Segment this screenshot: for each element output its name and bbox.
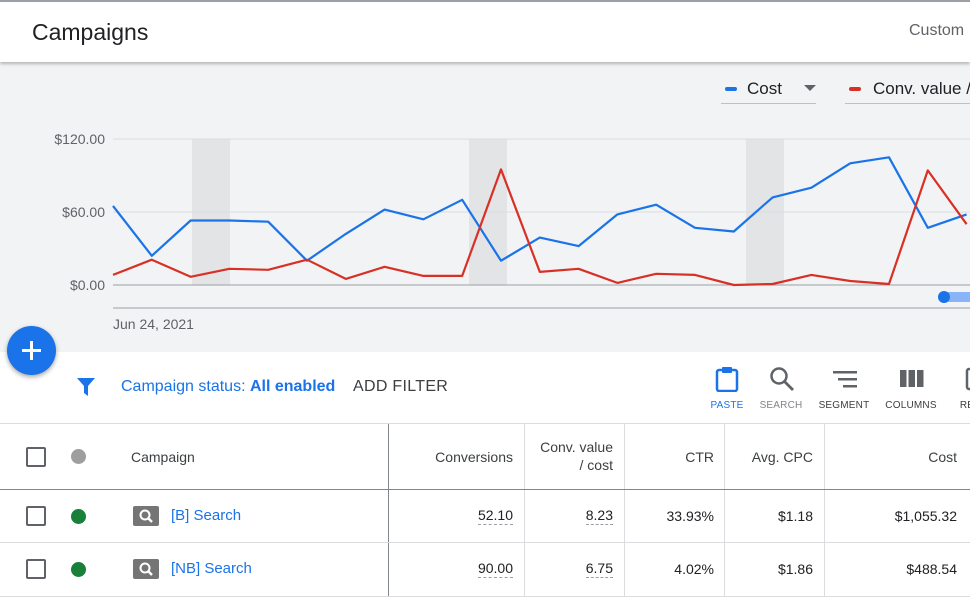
header-conv-value-cost-line1: Conv. value — [540, 439, 613, 455]
create-button[interactable] — [7, 326, 56, 375]
search-icon — [770, 367, 794, 391]
column-divider — [824, 490, 825, 542]
column-divider — [824, 424, 825, 489]
table-row: [B] Search 52.10 8.23 33.93% $1.18 $1,05… — [0, 490, 970, 543]
segment-label: SEGMENT — [818, 400, 870, 411]
header-avg-cpc[interactable]: Avg. CPC — [751, 449, 813, 465]
cell-conv-value-cost-value: 6.75 — [585, 560, 613, 578]
segment-button[interactable]: SEGMENT — [809, 366, 879, 416]
performance-chart-panel: $120.00 $60.00 $0.00 Jun 24, 2021 Cost Conv… — [0, 62, 970, 352]
header-conv-value-cost-line2: / cost — [579, 457, 613, 473]
header-cost[interactable]: Cost — [928, 449, 957, 465]
status-header-dot[interactable] — [71, 449, 86, 464]
metric-color-swatch — [725, 87, 737, 91]
y-tick-label: $120.00 — [54, 131, 105, 147]
column-divider — [388, 424, 389, 489]
column-divider — [524, 543, 525, 596]
column-divider — [624, 543, 625, 596]
metric-selector-conv-value[interactable]: Conv. value / — [845, 76, 970, 104]
paste-label: PASTE — [710, 400, 744, 411]
reports-label: RE — [959, 400, 970, 411]
add-filter-button[interactable]: ADD FILTER — [353, 378, 449, 395]
metric-label: Conv. value / — [873, 79, 970, 98]
status-enabled-dot[interactable] — [71, 509, 86, 524]
filter-status-prefix: Campaign status: — [121, 378, 250, 395]
cell-avg-cpc: $1.86 — [777, 561, 813, 577]
cell-conv-value-cost-value: 8.23 — [585, 507, 613, 525]
filter-bar: Campaign status: All enabled ADD FILTER … — [0, 352, 970, 424]
segment-icon — [833, 371, 857, 388]
status-enabled-dot[interactable] — [71, 562, 86, 577]
campaign-link[interactable]: [B] Search — [171, 507, 242, 524]
clipboard-icon — [715, 367, 739, 392]
search-button[interactable]: SEARCH — [746, 366, 816, 416]
header-conversions[interactable]: Conversions — [435, 449, 513, 465]
column-divider — [388, 543, 389, 596]
y-tick-label: $0.00 — [70, 277, 105, 293]
metric-color-swatch — [849, 87, 861, 91]
cell-conversions-value: 90.00 — [477, 560, 513, 578]
top-bar: Campaigns Custom — [0, 0, 970, 62]
header-ctr[interactable]: CTR — [685, 449, 714, 465]
reports-button[interactable]: RE — [932, 366, 970, 416]
metric-selector-cost[interactable]: Cost — [721, 76, 816, 104]
cell-ctr: 4.02% — [674, 561, 714, 577]
chevron-down-icon[interactable] — [804, 85, 816, 91]
table-header-row: Campaign Conversions Conv. value / cost … — [0, 424, 970, 490]
columns-icon — [900, 370, 924, 387]
cell-conversions-value: 52.10 — [477, 507, 513, 525]
date-range-selector[interactable]: Custom — [909, 22, 965, 39]
table-row: [NB] Search 90.00 6.75 4.02% $1.86 $488.… — [0, 543, 970, 597]
page-title: Campaigns — [32, 19, 149, 45]
series-line-0 — [112, 156, 967, 262]
column-divider — [724, 490, 725, 542]
campaign-status-filter[interactable]: Campaign status: All enabled — [121, 378, 335, 396]
column-divider — [724, 543, 725, 596]
column-divider — [624, 424, 625, 489]
cell-cost: $1,055.32 — [894, 508, 957, 524]
cell-cost: $488.54 — [906, 561, 957, 577]
range-slider-handle — [938, 291, 950, 303]
report-icon — [965, 367, 970, 391]
header-conv-value-cost[interactable]: Conv. value / cost — [513, 438, 613, 474]
column-divider — [624, 490, 625, 542]
series-line-1 — [112, 168, 968, 287]
x-start-label: Jun 24, 2021 — [113, 316, 194, 332]
column-divider — [388, 490, 389, 542]
search-label: SEARCH — [759, 400, 803, 411]
column-divider — [824, 543, 825, 596]
filter-icon[interactable] — [77, 378, 95, 396]
cell-ctr: 33.93% — [666, 508, 714, 524]
select-all-checkbox[interactable] — [26, 447, 46, 467]
column-divider — [724, 424, 725, 489]
cell-avg-cpc: $1.18 — [777, 508, 813, 524]
header-campaign[interactable]: Campaign — [131, 449, 195, 465]
filter-status-value: All enabled — [249, 378, 336, 395]
search-campaign-icon — [133, 559, 159, 579]
row-checkbox[interactable] — [26, 559, 46, 579]
cell-conv-value-cost: 8.23 — [585, 507, 613, 525]
campaign-link[interactable]: [NB] Search — [171, 560, 252, 577]
columns-label: COLUMNS — [885, 400, 937, 411]
search-campaign-icon — [133, 506, 159, 526]
column-divider — [524, 424, 525, 489]
row-checkbox[interactable] — [26, 506, 46, 526]
cell-conv-value-cost: 6.75 — [585, 560, 613, 578]
columns-button[interactable]: COLUMNS — [876, 366, 946, 416]
cell-conversions: 52.10 — [477, 507, 513, 525]
y-tick-label: $60.00 — [62, 204, 105, 220]
column-divider — [524, 490, 525, 542]
performance-chart: $120.00 $60.00 $0.00 Jun 24, 2021 — [54, 131, 970, 332]
metric-label: Cost — [747, 79, 782, 98]
paste-button[interactable]: PASTE — [692, 366, 762, 416]
cell-conversions: 90.00 — [477, 560, 513, 578]
